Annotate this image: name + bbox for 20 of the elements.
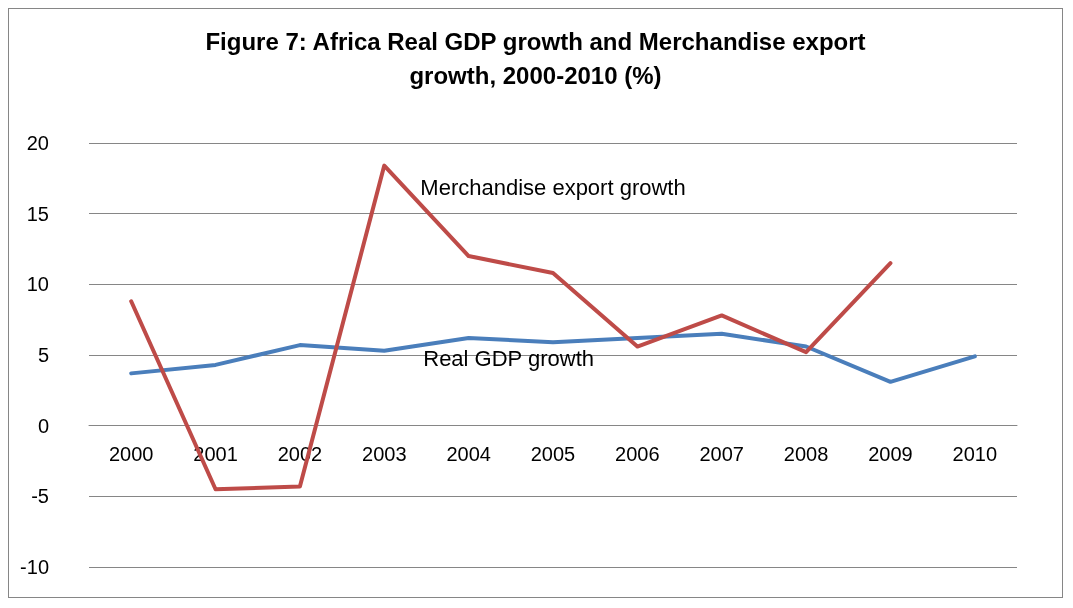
x-tick-label: 2000 bbox=[108, 442, 154, 465]
y-tick-label: 15 bbox=[26, 202, 49, 225]
x-tick-label: 2010 bbox=[952, 442, 998, 465]
series-label: Real GDP growth bbox=[423, 345, 595, 371]
y-tick-label: -5 bbox=[31, 485, 49, 508]
line-series bbox=[129, 331, 977, 384]
x-tick-label: 2007 bbox=[699, 442, 744, 465]
x-tick-label: 2006 bbox=[615, 442, 660, 465]
chart-title: Figure 7: Africa Real GDP growth and Merchandise export growth, 2000-2010 (%) bbox=[205, 27, 866, 89]
x-tick-label: 2005 bbox=[530, 442, 576, 465]
y-tick-label: 20 bbox=[26, 132, 49, 154]
x-tick-label: 2009 bbox=[868, 442, 913, 465]
series-label: Merchandise export growth bbox=[420, 174, 686, 200]
x-tick-label: 2008 bbox=[783, 442, 829, 465]
y-tick-label: 10 bbox=[26, 273, 49, 296]
x-tick-label: 2003 bbox=[362, 442, 407, 465]
x-tick-label: 2004 bbox=[446, 442, 491, 465]
y-tick-label: -10 bbox=[20, 556, 49, 578]
y-tick-label: 0 bbox=[37, 414, 49, 437]
y-tick-label: 5 bbox=[37, 344, 49, 366]
